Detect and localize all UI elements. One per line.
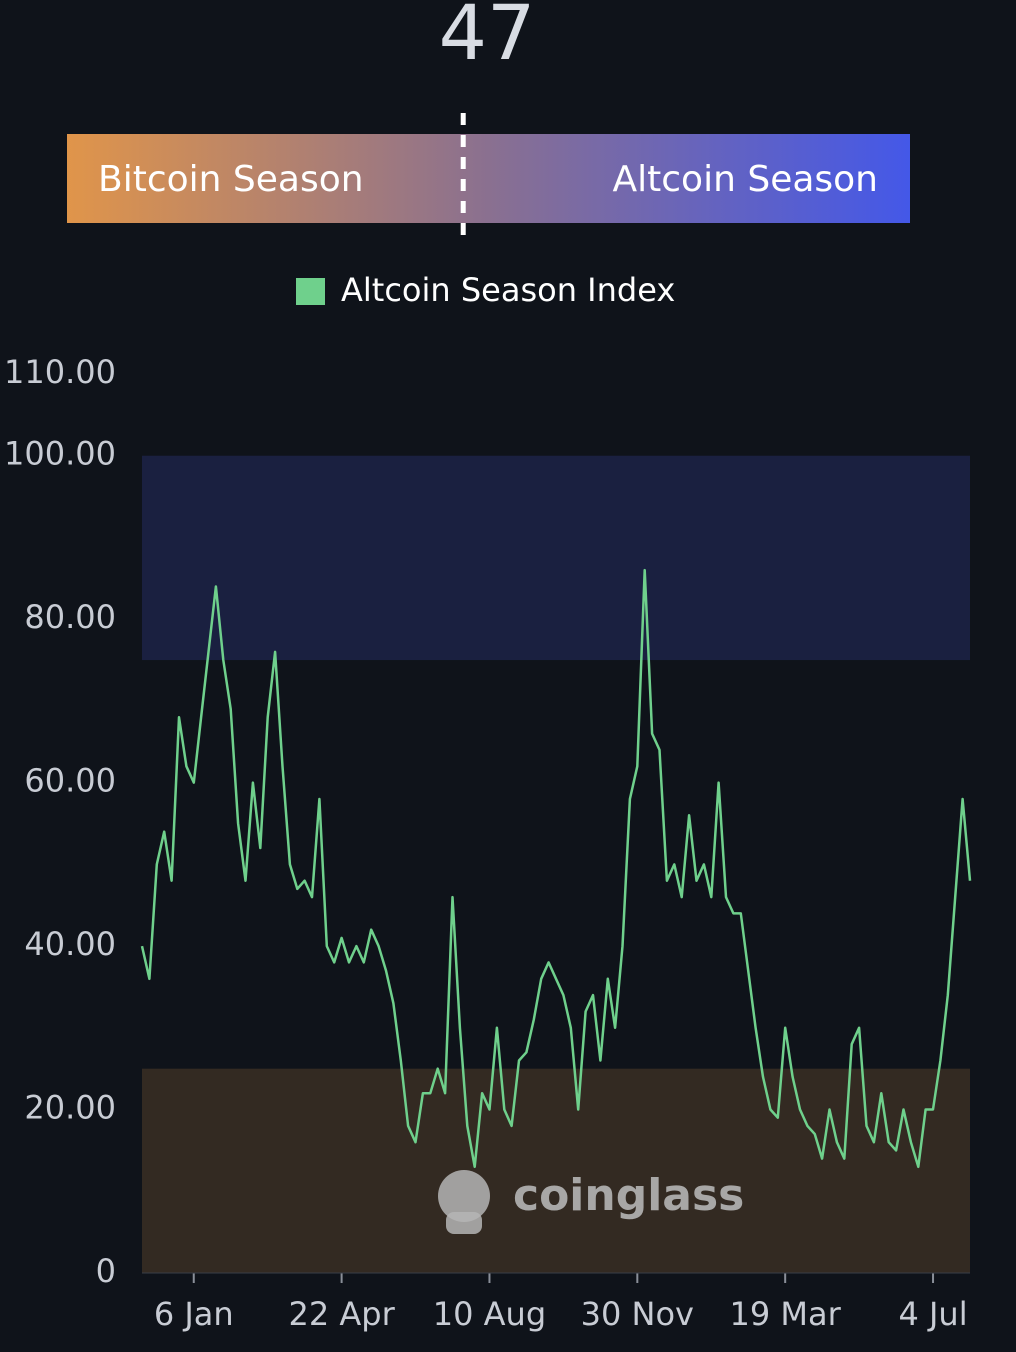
legend-label: Altcoin Season Index xyxy=(341,271,675,309)
y-tick-label: 20.00 xyxy=(24,1089,116,1127)
gauge-bar xyxy=(67,134,910,223)
legend-swatch xyxy=(296,278,325,305)
x-tick-label: 6 Jan xyxy=(154,1295,234,1333)
y-tick-label: 80.00 xyxy=(24,598,116,636)
gauge-right-label: Altcoin Season xyxy=(613,159,878,200)
band xyxy=(142,1068,970,1273)
watermark-icon xyxy=(446,1212,482,1234)
watermark: coinglass xyxy=(513,1170,744,1221)
y-tick-label: 110.00 xyxy=(4,353,116,391)
current-value: 47 xyxy=(439,0,536,77)
band xyxy=(142,455,970,661)
watermark-icon xyxy=(438,1170,490,1222)
x-tick-label: 19 Mar xyxy=(730,1295,842,1333)
y-tick-label: 40.00 xyxy=(24,925,116,963)
x-tick-label: 10 Aug xyxy=(433,1295,546,1333)
x-tick-label: 22 Apr xyxy=(288,1295,395,1333)
series-line xyxy=(140,568,972,1169)
y-tick-label: 0 xyxy=(96,1252,116,1290)
y-tick-label: 100.00 xyxy=(4,435,116,473)
x-tick-label: 4 Jul xyxy=(898,1295,967,1333)
y-tick-label: 60.00 xyxy=(24,762,116,800)
x-tick-label: 30 Nov xyxy=(581,1295,694,1333)
gauge-left-label: Bitcoin Season xyxy=(98,159,364,200)
